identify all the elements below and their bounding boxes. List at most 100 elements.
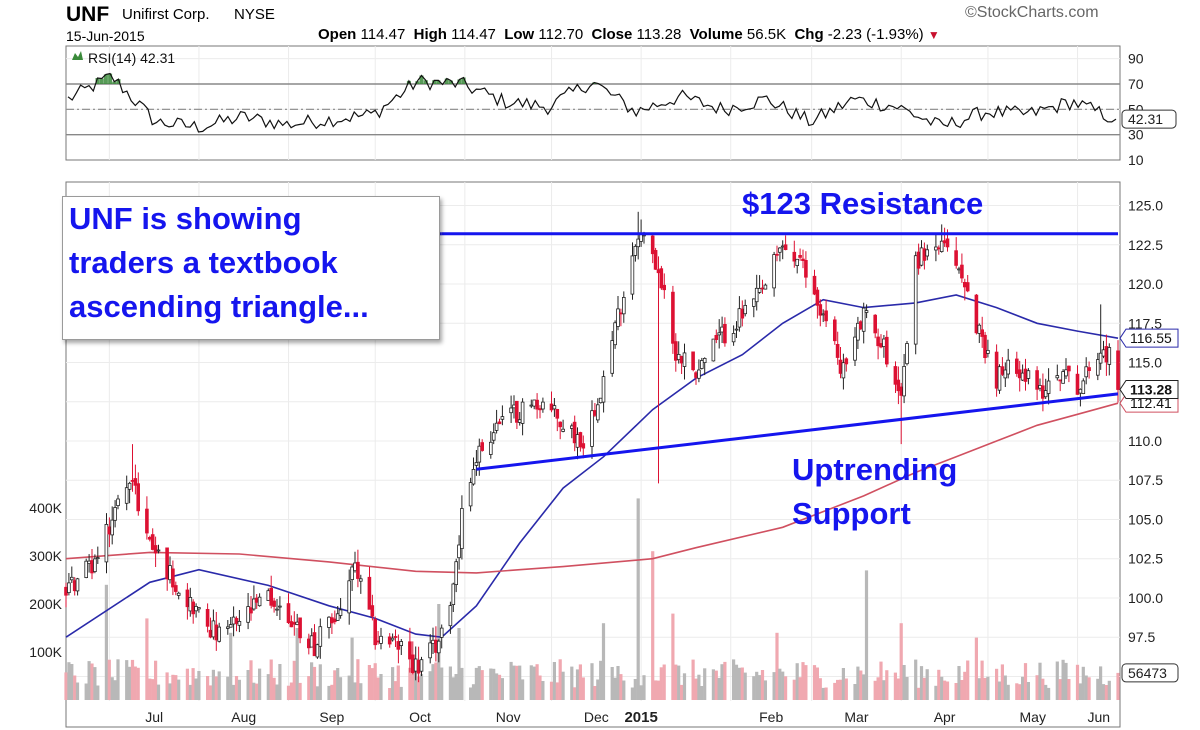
candle-body [925,249,929,257]
candle-body [934,246,938,251]
candle-body [373,618,377,646]
candle-body [572,421,577,444]
candle-body [1096,359,1100,376]
volume-bar [1047,687,1051,700]
volume-bar [957,666,961,700]
candle-body [743,304,747,315]
volume-bar [353,682,357,700]
candle-body [72,580,77,592]
volume-bar [943,680,947,700]
volume-bar [84,683,88,700]
rsi-y-tick-label: 70 [1128,76,1144,92]
candle-body [737,308,742,328]
candle-body [335,613,340,621]
volume-bar [327,685,331,700]
price-y-tick-label: 100.0 [1128,590,1163,606]
candle-body [1026,370,1031,379]
volume-bar [411,668,415,700]
volume-bar [90,663,94,700]
candle-body [156,549,161,552]
candle-body [497,421,502,425]
volume-bar [96,685,100,700]
volume-bar [885,670,889,700]
volume-bar [165,672,169,700]
x-tick-label: May [1020,709,1046,725]
candle-body [598,397,603,404]
candle-body [477,445,482,463]
candle-body [818,304,823,316]
rsi-value-tag [1121,109,1177,129]
volume-bar [674,664,678,700]
candle-body [347,580,351,614]
volume-bar [599,660,603,700]
candle-body [309,635,314,648]
candle-body [994,351,999,389]
candle-body [332,618,337,623]
candle-body [960,264,964,279]
volume-bar [177,679,181,700]
candle-body [1006,359,1010,375]
candle-body [90,560,94,574]
candle-body [913,255,918,345]
candle-body [289,621,294,628]
candle-body [474,462,479,466]
candle-body [306,638,311,649]
volume-bar [555,682,559,700]
candle-body [653,249,658,270]
volume-bar [541,681,545,700]
volume-bar [347,675,351,700]
volume-bar [755,671,759,700]
volume-bar [752,676,756,700]
volume-bar [1075,664,1080,700]
candle-body [136,483,141,512]
candle-body [659,268,664,289]
candle-body [1003,369,1008,379]
candle-body [419,659,424,672]
volume-bar [954,683,958,700]
candle-body [636,238,640,248]
candle-body [1043,390,1048,398]
volume-bar [286,685,291,700]
volume-bar [654,680,658,700]
candle-body [613,322,617,346]
volume-bar [963,671,967,700]
open-value: 114.47 [360,26,406,43]
volume-bar [492,668,496,700]
volume-bar [859,670,863,700]
close-label: Close [591,26,633,43]
volume-bar [986,676,990,700]
volume-bar [518,665,522,700]
company-name: Unifirst Corp. [122,6,210,23]
volume-bar [104,584,108,700]
candle-body [275,608,279,611]
x-tick-label: Nov [496,709,521,725]
volume-label: Volume [689,26,743,43]
volume-bar [451,677,455,700]
volume-bar [902,665,906,700]
candle-body [64,586,68,596]
volume-bar [945,681,950,700]
candle-body [974,294,979,334]
candle-body [217,626,222,642]
candle-body [616,308,620,327]
volume-bar [350,637,354,700]
candle-body [491,432,496,441]
candle-body [1000,366,1005,375]
candle-body [396,641,401,650]
volume-bar [700,686,704,700]
candle-body [500,416,505,420]
candles [64,211,1120,683]
candle-body [896,379,901,392]
volume-bar [934,685,938,700]
price-y-tick-label: 97.5 [1128,629,1155,645]
candle-body [338,609,343,616]
candle-body [783,244,788,251]
volume-bar [315,686,319,700]
candle-body [772,254,776,289]
candle-body [205,609,210,627]
candle-body [856,322,860,341]
candle-body [460,508,464,549]
volume-bar [974,637,978,700]
candle-body [1107,347,1112,365]
volume-bar [966,660,970,700]
